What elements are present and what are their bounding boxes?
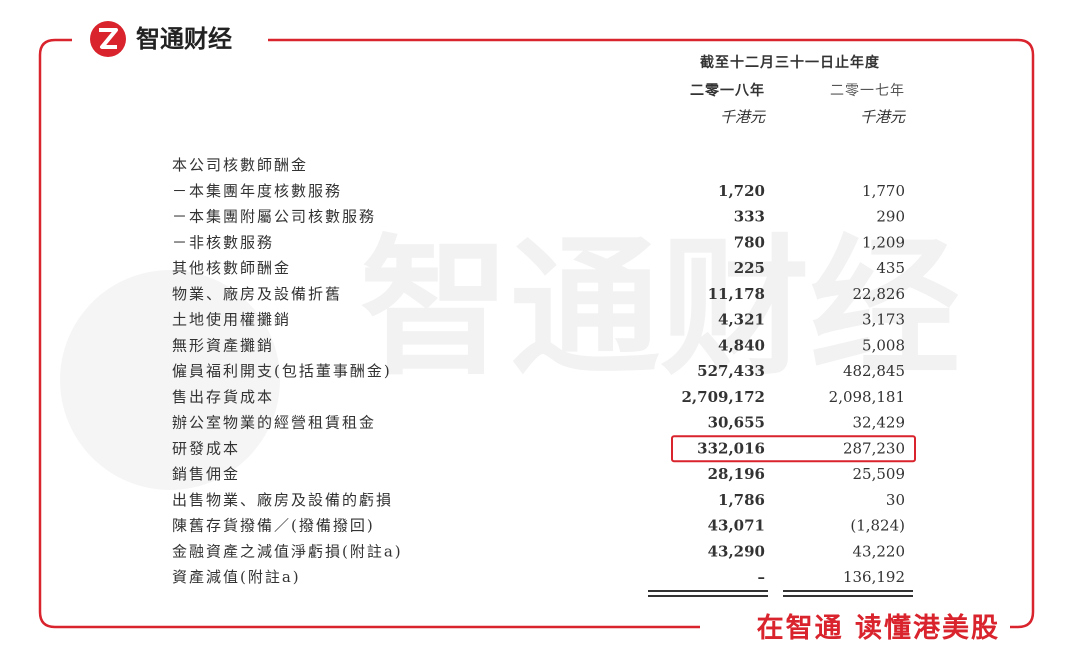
- cell-value: 333: [734, 208, 765, 226]
- row-label: 銷售佣金: [172, 465, 240, 483]
- highlight-box: [671, 435, 916, 463]
- cell-value: 22,826: [853, 285, 906, 303]
- column-unit: 千港元: [720, 108, 766, 126]
- brand-name: 智通财经: [136, 25, 232, 53]
- row-label: 其他核數師酬金: [172, 259, 291, 277]
- cell-value: 225: [734, 259, 765, 277]
- cell-value: 287,230: [843, 439, 905, 457]
- cell-value: 4,840: [718, 336, 765, 354]
- cell-value: 43,290: [708, 542, 765, 560]
- row-label: 金融資產之減值淨虧損(附註a): [172, 542, 403, 560]
- cell-value: 435: [876, 259, 905, 277]
- cell-value: 11,178: [708, 285, 765, 303]
- cell-value: (1,824): [850, 517, 905, 535]
- cell-value: 780: [734, 233, 765, 251]
- row-label: 僱員福利開支(包括董事酬金): [172, 362, 392, 380]
- cell-value: 136,192: [843, 568, 905, 586]
- row-label: 陳舊存貨撥備／(撥備撥回): [172, 517, 375, 535]
- row-label: 無形資產攤銷: [172, 336, 274, 354]
- logo-glyph: [99, 28, 118, 49]
- cell-value: 1,209: [862, 233, 905, 251]
- watermark-logo: [60, 270, 280, 490]
- frame-left: [38, 38, 700, 629]
- cell-value: 28,196: [708, 465, 765, 483]
- row-label: －非核數服務: [172, 233, 274, 251]
- column-unit: 千港元: [860, 108, 906, 126]
- watermark: 智通财经: [360, 222, 960, 396]
- row-label: 資產減值(附註a): [172, 568, 301, 586]
- row-label: 物業、廠房及設備折舊: [172, 285, 342, 303]
- row-label: 辦公室物業的經營租賃租金: [172, 414, 376, 432]
- cell-value: 1,720: [718, 182, 765, 200]
- cell-value: 25,509: [853, 465, 906, 483]
- cell-value: 527,433: [697, 362, 765, 380]
- cell-value: 32,429: [853, 414, 906, 432]
- column-year: 二零一七年: [830, 83, 905, 99]
- cell-value: 1,770: [862, 182, 905, 200]
- cell-value: 30: [886, 491, 905, 509]
- cell-value: 5,008: [862, 336, 905, 354]
- column-year: 二零一八年: [690, 82, 765, 99]
- period-header: 截至十二月三十一日止年度: [700, 54, 880, 71]
- row-label: 出售物業、廠房及設備的虧損: [172, 491, 393, 509]
- row-label: －本集團附屬公司核數服務: [172, 208, 376, 226]
- row-label: －本集團年度核數服務: [172, 182, 342, 200]
- cell-value: 290: [876, 208, 905, 226]
- frame-right: [268, 38, 1035, 629]
- cell-value: 482,845: [843, 362, 905, 380]
- cell-value: 43,220: [853, 542, 906, 560]
- slogan: 在智通 读懂港美股: [757, 612, 1000, 644]
- cell-value: –: [758, 568, 766, 586]
- cell-value: 2,098,181: [829, 388, 905, 406]
- cell-value: 4,321: [718, 311, 765, 329]
- row-label: 土地使用權攤銷: [172, 311, 291, 329]
- row-label: 本公司核數師酬金: [172, 156, 308, 174]
- cell-value: 43,071: [708, 517, 765, 535]
- cell-value: 3,173: [862, 311, 905, 329]
- row-label: 研發成本: [172, 439, 240, 457]
- cell-value: 1,786: [718, 491, 765, 509]
- cell-value: 332,016: [697, 439, 765, 457]
- cell-value: 30,655: [708, 414, 765, 432]
- cell-value: 2,709,172: [681, 388, 765, 406]
- row-label: 售出存貨成本: [172, 388, 274, 406]
